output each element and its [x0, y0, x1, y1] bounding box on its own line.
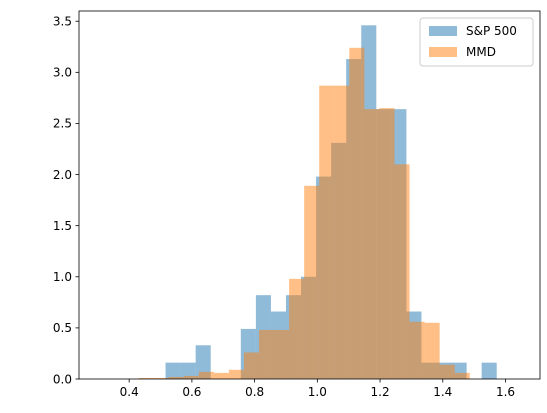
histogram-bar: [454, 372, 470, 379]
legend-swatch: [429, 47, 457, 57]
plot-frame: [78, 10, 541, 380]
histogram-bar: [165, 362, 181, 379]
histogram-bar: [259, 329, 275, 379]
histogram-bar: [153, 377, 169, 379]
legend-label: MMD: [466, 45, 496, 59]
x-tick-label: 0.8: [245, 385, 264, 399]
histogram-bar: [213, 372, 229, 379]
legend-swatch: [429, 26, 457, 36]
y-tick-label: 0.5: [53, 321, 72, 335]
x-tick-label: 0.4: [120, 385, 139, 399]
y-tick-label: 0.0: [53, 372, 72, 386]
x-tick-label: 1.2: [371, 385, 390, 399]
bars-layer: [138, 25, 497, 380]
y-tick-label: 1.0: [53, 270, 72, 284]
histogram-bar: [439, 364, 455, 379]
histogram-bar: [319, 85, 335, 379]
histogram-bar: [195, 345, 211, 379]
y-tick-label: 3.0: [53, 66, 72, 80]
histogram-bar: [168, 376, 184, 379]
histogram-bar: [228, 369, 244, 379]
histogram-bar: [138, 377, 154, 379]
histogram-bar: [364, 109, 380, 379]
histogram-bar: [334, 85, 350, 379]
histogram-bar: [274, 329, 290, 379]
histogram-bar: [183, 375, 199, 379]
histogram-bar: [481, 362, 497, 379]
legend: S&P 500 MMD: [419, 17, 534, 67]
histogram-bar: [304, 185, 320, 379]
histogram-bar: [180, 362, 196, 379]
y-tick-label: 2.0: [53, 168, 72, 182]
y-tick-label: 1.5: [53, 219, 72, 233]
histogram-bar: [349, 47, 365, 380]
x-axis: 0.4 0.6 0.8 1.0 1.2 1.4 1.6: [120, 379, 515, 399]
x-tick-label: 0.6: [182, 385, 201, 399]
x-tick-label: 1.0: [308, 385, 327, 399]
histogram-bar: [424, 322, 440, 379]
legend-label: S&P 500: [466, 24, 517, 38]
x-tick-label: 1.4: [433, 385, 452, 399]
histogram-bar: [198, 371, 214, 379]
y-tick-label: 2.5: [53, 117, 72, 131]
histogram-bar: [289, 278, 305, 379]
histogram-bar: [394, 164, 410, 379]
x-tick-label: 1.6: [496, 385, 515, 399]
histogram-bar: [409, 321, 425, 379]
histogram-bar: [379, 108, 395, 379]
histogram-bar: [243, 352, 260, 379]
y-tick-label: 3.5: [53, 15, 72, 29]
y-axis: 0.0 0.5 1.0 1.5 2.0 2.5 3.0 3.5: [53, 15, 79, 386]
